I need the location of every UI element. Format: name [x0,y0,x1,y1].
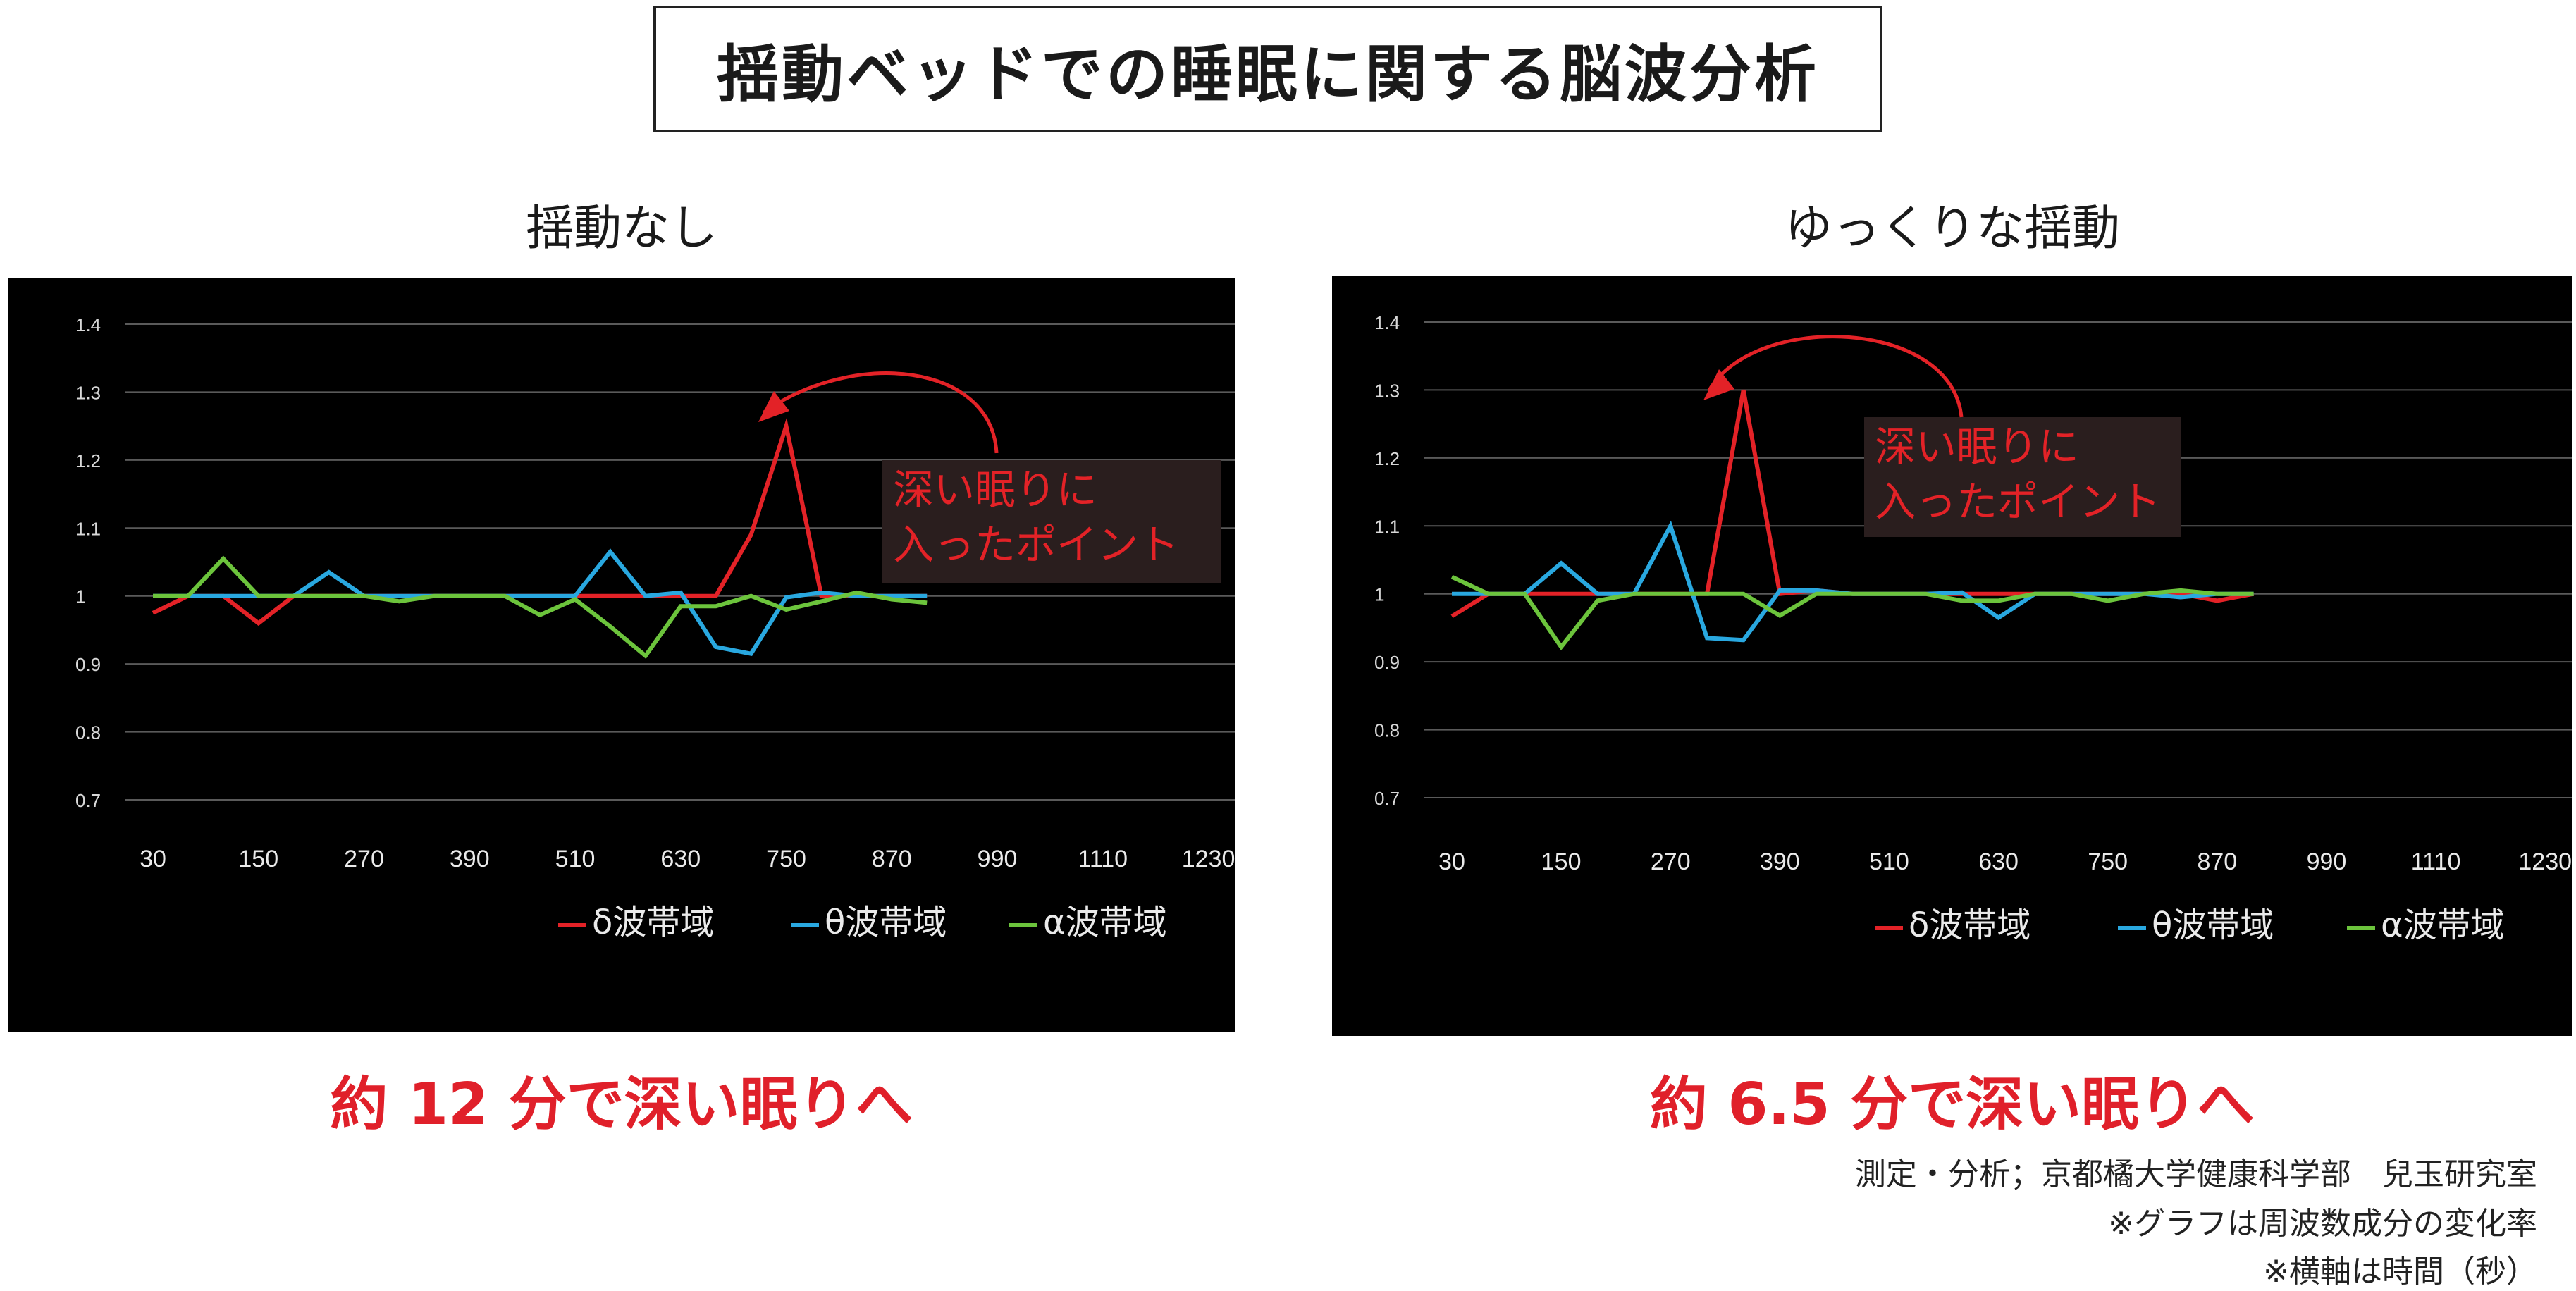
legend-label: δ波帯域 [1909,906,2030,945]
x-tick-label: 390 [1760,848,1800,875]
x-tick-label: 270 [1651,848,1691,875]
chart-title-slow-rocking: ゆっくりな揺動 [1784,201,2120,257]
measurement-note: 測定・分析；京都橘大学健康科学部 兒玉研究室 [1855,1156,2537,1192]
graph-note: ※グラフは周波数成分の変化率 [2108,1206,2537,1242]
x-tick-label: 510 [1869,848,1909,875]
x-tick-label: 270 [344,846,384,872]
callout-arrow [763,371,999,454]
x-tick-label: 150 [238,846,278,872]
chart-slow-rocking: 1.4 1.3 1.2 1.1 1 0.9 0.8 0.7 30 150 270 390 510 630 7… [1332,276,2572,1036]
result-no-rocking: 約 12 分で深い眠りへ [330,1071,913,1138]
x-tick-label: 1230 [2518,848,2572,875]
legend-label: α波帯域 [2381,906,2505,945]
x-tick-label: 630 [1978,848,2019,875]
chart-no-rocking-svg: 1.4 1.3 1.2 1.1 1 0.9 0.8 0.7 30 150 270 390 510 630 7… [75,314,1235,942]
result-slow-rocking: 約 6.5 分で深い眠りへ [1649,1071,2255,1138]
legend-label: δ波帯域 [592,903,714,942]
chart-no-rocking: 1.4 1.3 1.2 1.1 1 0.9 0.8 0.7 30 150 270 390 510 630 7… [8,278,1235,1032]
legend-label: θ波帯域 [825,903,947,942]
callout-text: 深い眠りに [1875,423,2079,471]
y-tick-label: 0.9 [75,654,101,675]
callout-arrow [1707,335,1964,418]
callout-box [1864,417,2181,537]
y-tick-label: 1.4 [75,314,101,335]
y-tick-label: 1.2 [1374,448,1400,469]
x-tick-label: 510 [555,846,596,872]
callout-text: 深い眠りに [893,466,1097,514]
y-tick-label: 1.1 [1374,516,1400,537]
legend-label: θ波帯域 [2152,906,2274,945]
y-tick-label: 1.4 [1374,312,1400,333]
x-tick-label: 750 [2088,848,2128,875]
x-tick-label: 390 [450,846,490,872]
chart-title-no-rocking: 揺動なし [525,201,717,257]
callout-arrowhead [758,391,789,422]
x-tick-label: 1110 [2411,848,2461,875]
x-tick-label: 870 [872,846,912,872]
x-tick-label: 990 [2307,848,2347,875]
callout-arrowhead [1703,369,1734,400]
x-tick-label: 630 [660,846,701,872]
x-tick-label: 30 [1438,848,1465,875]
y-tick-label: 0.8 [75,722,101,743]
x-tick-label: 150 [1541,848,1582,875]
y-tick-label: 0.7 [75,790,101,811]
x-tick-label: 30 [140,846,166,872]
y-tick-label: 1 [1374,584,1384,605]
legend-label: α波帯域 [1043,903,1167,942]
axis-note: ※横軸は時間（秒） [2263,1254,2537,1290]
y-tick-label: 1.2 [75,450,101,471]
y-tick-label: 1 [75,586,85,607]
y-tick-label: 1.1 [75,518,101,539]
y-tick-label: 1.3 [75,382,101,403]
y-tick-label: 0.8 [1374,720,1400,741]
callout-text: 入ったポイント [893,521,1179,569]
callout-box [882,460,1221,583]
y-tick-label: 0.7 [1374,788,1400,809]
chart-slow-rocking-svg: 1.4 1.3 1.2 1.1 1 0.9 0.8 0.7 30 150 270 390 510 630 7… [1374,312,2572,945]
y-tick-label: 0.9 [1374,652,1400,673]
callout-text: 入ったポイント [1875,478,2161,526]
series-line-alpha [153,555,928,659]
x-tick-label: 870 [2197,848,2237,875]
series-line-alpha [1450,574,2254,650]
x-tick-label: 990 [978,846,1018,872]
x-tick-label: 1110 [1078,846,1128,872]
series-line-theta [1452,520,2254,643]
x-tick-label: 750 [766,846,806,872]
y-tick-label: 1.3 [1374,380,1400,401]
x-tick-label: 1230 [1182,846,1235,872]
main-title: 揺動ベッドでの睡眠に関する脳波分析 [653,6,1882,132]
